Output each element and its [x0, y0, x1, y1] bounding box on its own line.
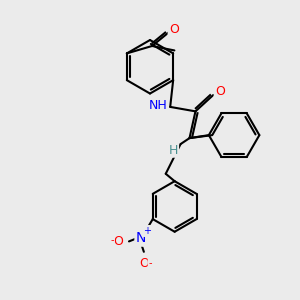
- Text: O: O: [139, 256, 149, 270]
- Text: O: O: [169, 23, 179, 36]
- Text: -: -: [148, 258, 152, 268]
- Text: +: +: [143, 226, 152, 236]
- Text: O: O: [114, 235, 124, 248]
- Text: O: O: [215, 85, 225, 98]
- Text: -: -: [110, 235, 114, 245]
- Text: NH: NH: [149, 99, 168, 112]
- Text: N: N: [136, 231, 146, 245]
- Text: H: H: [169, 143, 178, 157]
